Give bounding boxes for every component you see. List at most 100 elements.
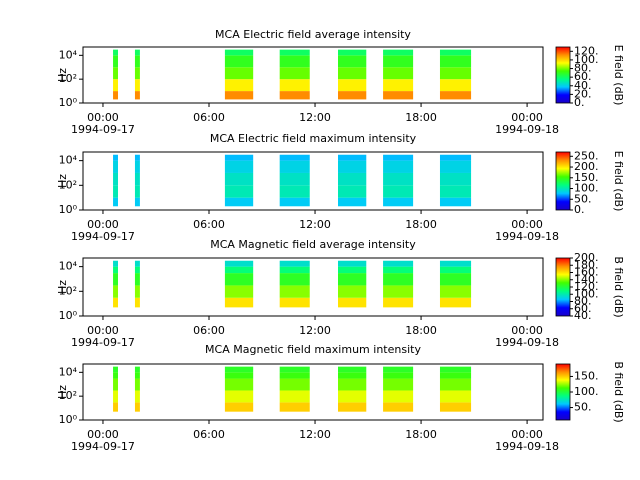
y-tick-label: 10⁴: [59, 154, 78, 167]
colorbar-tick-label: 150.: [574, 369, 599, 382]
spectrogram-cell: [383, 273, 414, 286]
spectrogram-cell: [224, 67, 254, 80]
spectrogram-cell: [134, 390, 140, 403]
spectrogram-cell: [383, 79, 414, 92]
spectrogram-cell: [383, 185, 414, 198]
spectrogram-cell: [224, 160, 254, 173]
spectrogram-cell: [224, 154, 254, 161]
spectrogram-cell: [279, 266, 310, 274]
spectrogram-cell: [134, 160, 140, 173]
spectrogram-cell: [279, 372, 310, 379]
spectrogram-cell: [383, 297, 414, 308]
x-tick-label: 18:00: [405, 218, 437, 231]
x-tick-label: 00:00: [511, 218, 543, 231]
spectrogram-cell: [383, 378, 414, 391]
colorbar-tick-label: 140.: [574, 273, 599, 286]
spectrogram-cell: [134, 79, 140, 92]
y-tick-label: 10⁰: [59, 309, 78, 322]
spectrogram-cell: [383, 67, 414, 80]
spectrogram-cell: [134, 366, 140, 373]
spectrogram-cell: [279, 273, 310, 286]
y-tick-label: 10⁰: [59, 413, 78, 426]
x-date-label: 1994-09-18: [495, 440, 559, 453]
colorbar-label: B field (dB): [612, 361, 625, 422]
colorbar-tick-label: 40.: [574, 309, 592, 322]
y-tick-label: 10⁴: [59, 48, 78, 61]
x-tick-label: 12:00: [299, 428, 331, 441]
spectrogram-cell: [338, 91, 367, 100]
spectrogram-cell: [383, 390, 414, 403]
x-tick-label: 00:00: [87, 324, 119, 337]
spectrogram-cell: [383, 285, 414, 298]
panel-title: MCA Electric field maximum intensity: [210, 132, 417, 145]
spectrogram-cell: [338, 185, 367, 198]
spectrogram-cell: [383, 366, 414, 373]
spectrogram-cell: [338, 160, 367, 173]
spectrogram-cell: [439, 297, 472, 308]
x-tick-label: 18:00: [405, 428, 437, 441]
spectrogram-cell: [113, 49, 118, 56]
spectrogram-cell: [224, 402, 254, 412]
x-date-label: 1994-09-17: [71, 440, 135, 453]
plot-frame: [82, 151, 544, 211]
colorbar: [555, 151, 571, 211]
y-tick-label: 10⁰: [59, 203, 78, 216]
spectrogram-cell: [279, 366, 310, 373]
spectrogram-cell: [279, 79, 310, 92]
spectrogram-cell: [439, 266, 472, 274]
spectrogram-cell: [383, 172, 414, 186]
plot-frame: [82, 46, 544, 104]
y-tick-label: 10²: [59, 389, 77, 402]
spectrogram-cell: [279, 378, 310, 391]
colorbar-tick-label: 120.: [574, 280, 599, 293]
spectrogram-cell: [439, 91, 472, 100]
colorbar: [555, 363, 571, 421]
spectrogram-cell: [439, 378, 472, 391]
spectrogram-cell: [134, 55, 140, 68]
spectrogram-cell: [338, 49, 367, 56]
x-tick-label: 06:00: [193, 324, 225, 337]
y-axis-label: Hz: [56, 68, 69, 82]
x-date-label: 1994-09-18: [495, 336, 559, 349]
spectrogram-cell: [439, 372, 472, 379]
colorbar-label: B field (dB): [612, 256, 625, 317]
colorbar-tick-label: 60.: [574, 302, 592, 315]
spectrogram-cell: [383, 260, 414, 267]
spectrogram-cell: [338, 366, 367, 373]
spectrogram-cell: [383, 55, 414, 68]
spectrogram-cell: [113, 260, 118, 267]
spectrogram-cell: [439, 390, 472, 403]
spectrogram-cell: [383, 197, 414, 207]
colorbar-tick-label: 80.: [574, 295, 592, 308]
spectrogram-cell: [439, 172, 472, 186]
panel-title: MCA Magnetic field maximum intensity: [205, 343, 421, 356]
spectrogram-cell: [224, 297, 254, 308]
x-tick-label: 12:00: [299, 324, 331, 337]
spectrogram-cell: [113, 79, 118, 92]
x-tick-label: 00:00: [511, 428, 543, 441]
spectrogram-cell: [224, 378, 254, 391]
spectrogram-cell: [113, 67, 118, 80]
colorbar-tick-label: 50.: [574, 192, 592, 205]
colorbar-tick-label: 200.: [574, 251, 599, 264]
spectrogram-cell: [134, 260, 140, 267]
spectrogram-cell: [279, 160, 310, 173]
spectrogram-cell: [224, 273, 254, 286]
colorbar-tick-label: 100.: [574, 182, 599, 195]
x-date-label: 1994-09-17: [71, 123, 135, 136]
spectrogram-cell: [279, 197, 310, 207]
spectrogram-cell: [279, 55, 310, 68]
spectrogram-cell: [134, 185, 140, 198]
colorbar-tick-label: 0.: [574, 203, 585, 216]
panel-title: MCA Magnetic field average intensity: [210, 238, 416, 251]
spectrogram-cell: [134, 266, 140, 274]
spectrogram-cell: [113, 91, 118, 100]
y-axis-label: Hz: [56, 174, 69, 188]
spectrogram-cell: [113, 197, 118, 207]
colorbar-label: E field (dB): [612, 45, 625, 106]
colorbar-tick-label: 100.: [574, 53, 599, 66]
x-tick-label: 00:00: [87, 111, 119, 124]
x-tick-label: 06:00: [193, 218, 225, 231]
spectrogram-cell: [439, 285, 472, 298]
spectrogram-cell: [113, 285, 118, 298]
